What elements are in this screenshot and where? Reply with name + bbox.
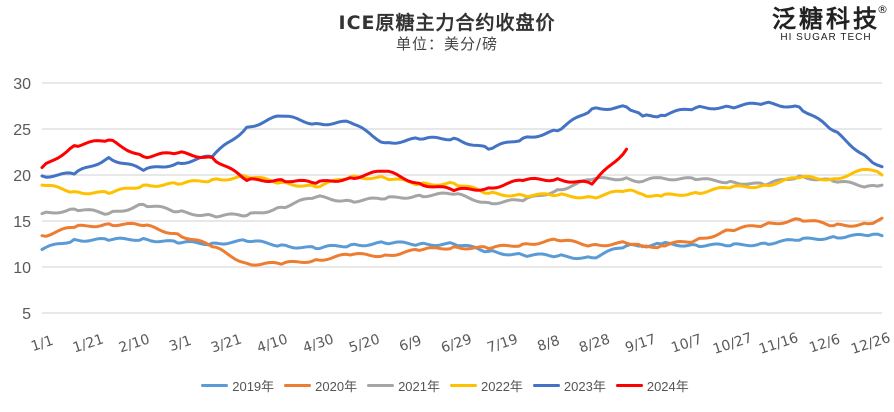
legend-swatch bbox=[367, 384, 395, 387]
series-line-2022年 bbox=[40, 167, 884, 200]
brand-logo: 泛糖科技 HI SUGAR TECH ® bbox=[766, 3, 888, 43]
x-tick-label: 10/27 bbox=[711, 330, 754, 358]
y-tick-label: 15 bbox=[13, 214, 31, 231]
series-line-2020年 bbox=[40, 216, 884, 267]
legend-item: 2021年 bbox=[367, 376, 440, 395]
legend-label: 2019年 bbox=[232, 379, 275, 394]
legend-label: 2024年 bbox=[646, 379, 689, 394]
legend: 2019年 2020年 2021年 2022年 2023年 2024年 bbox=[0, 376, 894, 395]
y-tick-label: 5 bbox=[22, 306, 31, 323]
y-axis-ticks: 5 10 15 20 25 30 bbox=[13, 76, 31, 323]
legend-item: 2019年 bbox=[201, 376, 274, 395]
x-axis-ticks: 1/1 1/21 2/10 3/1 3/21 4/10 4/30 5/20 6/9 6/29 7/1… bbox=[29, 330, 892, 358]
x-tick-label: 12/6 bbox=[807, 331, 842, 356]
gridlines bbox=[42, 82, 882, 314]
legend-swatch bbox=[284, 384, 312, 387]
x-tick-label: 9/17 bbox=[623, 331, 658, 356]
y-tick-label: 25 bbox=[13, 122, 31, 139]
legend-label: 2021年 bbox=[398, 379, 440, 394]
x-tick-label: 6/29 bbox=[439, 331, 474, 356]
series-line-2019年 bbox=[40, 232, 884, 261]
legend-label: 2022年 bbox=[481, 379, 523, 394]
x-tick-label: 5/20 bbox=[347, 331, 382, 356]
legend-swatch bbox=[615, 384, 643, 387]
x-tick-label: 4/10 bbox=[255, 331, 290, 356]
legend-item: 2023年 bbox=[532, 376, 606, 395]
chart-title: ICE原糖主力合约收盘价 bbox=[338, 12, 556, 34]
series-line-2023年 bbox=[40, 100, 884, 179]
legend-label: 2023年 bbox=[563, 379, 606, 394]
legend-item: 2020年 bbox=[284, 376, 357, 395]
y-tick-label: 10 bbox=[13, 260, 31, 277]
x-tick-label: 6/9 bbox=[397, 333, 423, 355]
x-tick-label: 1/21 bbox=[71, 331, 106, 356]
legend-item: 2022年 bbox=[450, 376, 523, 395]
registered-mark: ® bbox=[877, 3, 888, 16]
logo-en-text: HI SUGAR TECH bbox=[780, 32, 872, 43]
y-tick-label: 30 bbox=[13, 76, 31, 93]
x-tick-label: 8/8 bbox=[535, 333, 561, 355]
legend-item: 2024年 bbox=[615, 376, 689, 395]
legend-swatch bbox=[532, 384, 560, 387]
x-tick-label: 8/28 bbox=[577, 331, 612, 356]
series-lines bbox=[40, 100, 884, 267]
x-tick-label: 11/16 bbox=[757, 330, 800, 358]
x-tick-label: 3/1 bbox=[167, 333, 193, 355]
x-tick-label: 1/1 bbox=[29, 333, 55, 355]
legend-swatch bbox=[450, 384, 477, 387]
x-tick-label: 3/21 bbox=[209, 331, 244, 356]
legend-swatch bbox=[201, 384, 229, 387]
legend-label: 2020年 bbox=[315, 379, 358, 394]
series-line-2021年 bbox=[40, 174, 884, 219]
x-tick-label: 12/26 bbox=[849, 330, 892, 358]
series-line-2024年 bbox=[40, 138, 628, 193]
x-tick-label: 10/7 bbox=[669, 331, 704, 356]
y-tick-label: 20 bbox=[13, 168, 31, 185]
x-tick-label: 4/30 bbox=[301, 331, 336, 356]
x-tick-label: 2/10 bbox=[117, 331, 152, 356]
chart-subtitle: 单位：美分/磅 bbox=[395, 35, 499, 53]
logo-cn-text: 泛糖科技 bbox=[772, 5, 880, 33]
x-tick-label: 7/19 bbox=[485, 331, 520, 356]
